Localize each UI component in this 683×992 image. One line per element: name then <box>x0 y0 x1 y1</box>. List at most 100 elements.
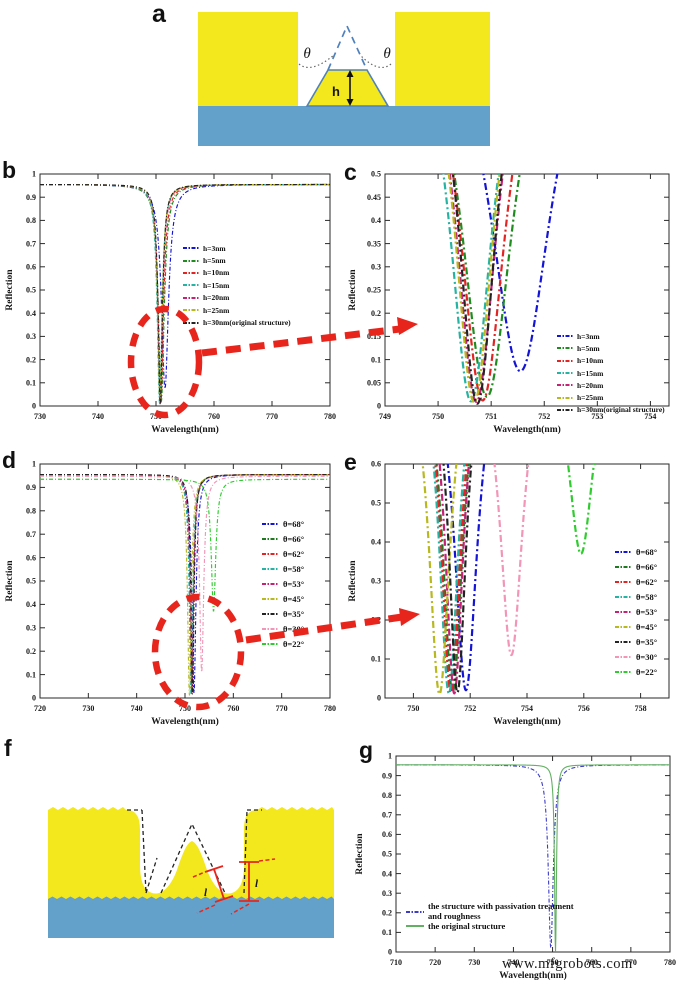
svg-text:Reflection: Reflection <box>348 269 358 311</box>
chart-b: 730 740 750 760 770 780 0 0.1 0.2 0.3 0.4 0.5 0.6 0.7… <box>2 162 340 446</box>
legend-item: h=30nm(original structure) <box>183 316 291 328</box>
legend-item: the structure with passivation treatment… <box>406 901 586 922</box>
panel-label-e: e <box>344 449 357 475</box>
legend-item: h=15nm <box>183 279 291 291</box>
svg-text:0.3: 0.3 <box>382 889 392 898</box>
legend-label: θ=66° <box>283 533 305 544</box>
legend-item: h=10nm <box>183 267 291 279</box>
legend-item: θ=22° <box>615 664 657 679</box>
legend-swatch-line <box>262 612 279 615</box>
legend-item: θ=66° <box>615 559 657 574</box>
svg-text:1: 1 <box>388 752 392 761</box>
legend-item: h=20nm <box>557 379 665 391</box>
legend-label: θ=35° <box>636 636 658 647</box>
legend-item: h=3nm <box>557 330 665 342</box>
legend-swatch-line <box>183 296 199 299</box>
legend-item: θ=66° <box>262 531 304 546</box>
svg-text:0: 0 <box>32 694 36 703</box>
h-arrow-head-down <box>346 99 354 106</box>
legend-item: h=20nm <box>183 292 291 304</box>
svg-text:0.4: 0.4 <box>26 600 36 609</box>
legend-item: h=15nm <box>557 367 665 379</box>
legend-swatch-line <box>615 550 632 553</box>
legend-swatch-line <box>262 597 279 600</box>
panel-label-c: c <box>344 159 357 185</box>
svg-text:0.7: 0.7 <box>26 530 36 539</box>
svg-text:0.1: 0.1 <box>382 928 392 937</box>
chart-c: 749 750 751 752 753 754 0 0.05 0.1 0.15 0.2 0.25 0.3… <box>345 162 681 446</box>
svg-text:0.1: 0.1 <box>371 355 381 364</box>
legend-swatch-line <box>615 595 632 598</box>
series-line-e <box>421 464 458 696</box>
series-line-b <box>40 183 330 405</box>
svg-text:0.3: 0.3 <box>371 577 381 586</box>
svg-text:0.1: 0.1 <box>26 379 36 388</box>
legend-item: h=25nm <box>183 304 291 316</box>
svg-text:0.5: 0.5 <box>26 577 36 586</box>
rough-gold-structure <box>48 807 334 901</box>
svg-text:0.5: 0.5 <box>382 850 392 859</box>
svg-text:0.8: 0.8 <box>382 791 392 800</box>
l-label-2: l <box>255 878 259 890</box>
legend-label: θ=66° <box>636 561 658 572</box>
legend-swatch-line <box>262 642 279 645</box>
legend-label: θ=68° <box>283 518 305 529</box>
legend-item: θ=22° <box>262 636 304 651</box>
legend-item: h=5nm <box>557 342 665 354</box>
legend-item: θ=53° <box>615 604 657 619</box>
svg-text:0: 0 <box>388 948 392 957</box>
svg-text:0.5: 0.5 <box>371 499 381 508</box>
legend-label: h=20nm <box>577 380 604 390</box>
legend-label: θ=58° <box>283 563 305 574</box>
legend-swatch-line <box>615 625 632 628</box>
series-line-d <box>40 473 330 695</box>
svg-text:752: 752 <box>464 704 476 713</box>
svg-text:0.4: 0.4 <box>371 216 381 225</box>
legend-item: the original structure <box>406 921 586 932</box>
svg-text:754: 754 <box>521 704 533 713</box>
legend-label: h=10nm <box>577 356 604 366</box>
legend-label: h=15nm <box>577 368 604 378</box>
legend-label: h=30nm(original structure) <box>203 318 291 328</box>
legend-swatch-line <box>557 408 573 411</box>
svg-text:720: 720 <box>34 704 46 713</box>
legend-label: θ=62° <box>636 576 658 587</box>
svg-text:0.6: 0.6 <box>26 553 36 562</box>
svg-text:0: 0 <box>32 402 36 411</box>
chart-g-canvas: 710 720 730 740 750 760 770 780 0 0.1 0.2 0.3 0.4 0.5… <box>355 752 676 981</box>
svg-text:730: 730 <box>468 958 480 967</box>
legend-item: θ=45° <box>615 619 657 634</box>
svg-text:0.4: 0.4 <box>382 869 392 878</box>
svg-text:0: 0 <box>377 402 381 411</box>
chart-b-legend: h=3nm h=5nm h=10nm h=15nm h=20nm h=25nm h=30nm… <box>183 242 291 329</box>
svg-text:0.7: 0.7 <box>26 239 36 248</box>
theta-label-right: θ <box>383 46 391 62</box>
legend-label: θ=45° <box>283 593 305 604</box>
svg-text:Reflection: Reflection <box>355 833 365 875</box>
structure-diagram-f: l l <box>48 807 334 938</box>
svg-text:0.2: 0.2 <box>26 355 36 364</box>
svg-text:0.2: 0.2 <box>371 616 381 625</box>
legend-swatch-line <box>615 610 632 613</box>
legend-swatch-line <box>615 640 632 643</box>
legend-swatch-line <box>183 309 199 312</box>
legend-item: θ=53° <box>262 576 304 591</box>
dashed-triangle <box>327 23 368 71</box>
svg-text:720: 720 <box>429 958 441 967</box>
legend-label: θ=30° <box>283 623 305 634</box>
theta-label-left: θ <box>303 46 311 62</box>
legend-swatch-line <box>615 580 632 583</box>
gold-block-right <box>395 12 490 106</box>
svg-text:0.4: 0.4 <box>371 538 381 547</box>
svg-text:750: 750 <box>179 704 191 713</box>
legend-item: h=3nm <box>183 242 291 254</box>
svg-text:0.9: 0.9 <box>26 193 36 202</box>
legend-item: θ=35° <box>615 634 657 649</box>
svg-text:0.6: 0.6 <box>26 263 36 272</box>
chart-c-legend: h=3nm h=5nm h=10nm h=15nm h=20nm h=25nm h=30nm… <box>557 330 665 416</box>
svg-text:780: 780 <box>664 958 676 967</box>
chart-e-legend: θ=68° θ=66° θ=62° θ=58° θ=53° θ=45° θ=35° θ=30°… <box>615 544 657 679</box>
svg-text:0.2: 0.2 <box>371 309 381 318</box>
svg-text:750: 750 <box>150 412 162 421</box>
svg-text:730: 730 <box>82 704 94 713</box>
